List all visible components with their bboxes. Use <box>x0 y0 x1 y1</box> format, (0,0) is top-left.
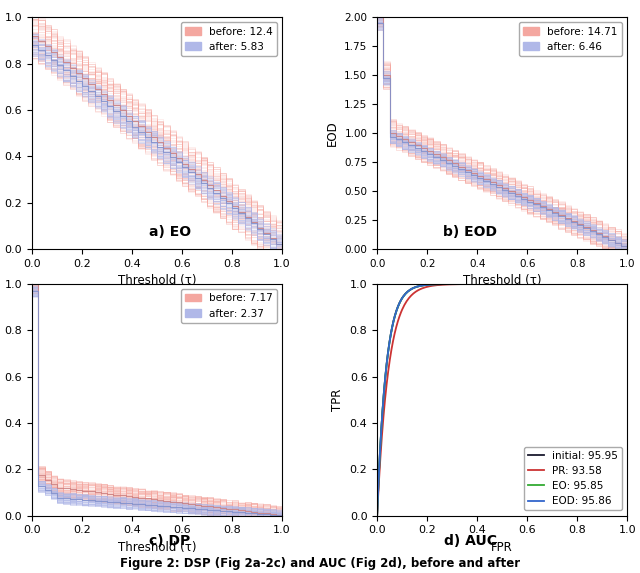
PR: 93.58: (0.489, 1): 93.58: (0.489, 1) <box>495 281 503 288</box>
PR: 93.58: (0.172, 0.977): 93.58: (0.172, 0.977) <box>417 286 424 293</box>
Line: EO: 95.85: EO: 95.85 <box>377 284 627 516</box>
Text: d) AUC: d) AUC <box>444 535 497 548</box>
PR: 93.58: (1, 1): 93.58: (1, 1) <box>623 281 631 288</box>
PR: 93.58: (0.272, 0.997): 93.58: (0.272, 0.997) <box>441 281 449 288</box>
X-axis label: Threshold (τ): Threshold (τ) <box>463 274 541 287</box>
EOD: 95.86: (0.489, 1): 95.86: (0.489, 1) <box>495 281 503 288</box>
Line: EOD: 95.86: EOD: 95.86 <box>377 284 627 516</box>
PR: 93.58: (0.0509, 0.674): 93.58: (0.0509, 0.674) <box>386 356 394 363</box>
initial: 95.95: (0.272, 1): 95.95: (0.272, 1) <box>441 281 449 288</box>
initial: 95.95: (0.489, 1): 95.95: (0.489, 1) <box>495 281 503 288</box>
Line: PR: 93.58: PR: 93.58 <box>377 284 627 516</box>
EO: 95.85: (1, 1): 95.85: (1, 1) <box>623 281 631 288</box>
PR: 93.58: (0.0645, 0.758): 93.58: (0.0645, 0.758) <box>389 336 397 343</box>
EOD: 95.86: (0.0791, 0.89): 95.86: (0.0791, 0.89) <box>393 306 401 313</box>
Text: Figure 2: DSP (Fig 2a-2c) and AUC (Fig 2d), before and after: Figure 2: DSP (Fig 2a-2c) and AUC (Fig 2… <box>120 557 520 570</box>
initial: 95.95: (0.0791, 0.891): 95.95: (0.0791, 0.891) <box>393 306 401 313</box>
PR: 93.58: (0, 0): 93.58: (0, 0) <box>373 512 381 519</box>
EO: 95.85: (0.172, 0.992): 95.85: (0.172, 0.992) <box>417 282 424 289</box>
EOD: 95.86: (0.172, 0.992): 95.86: (0.172, 0.992) <box>417 282 424 289</box>
initial: 95.95: (0.0645, 0.836): 95.95: (0.0645, 0.836) <box>389 319 397 325</box>
initial: 95.95: (1, 1): 95.95: (1, 1) <box>623 281 631 288</box>
Legend: before: 12.4, after: 5.83: before: 12.4, after: 5.83 <box>181 22 277 56</box>
EOD: 95.86: (0, 0): 95.86: (0, 0) <box>373 512 381 519</box>
Text: c) DP: c) DP <box>149 535 190 548</box>
X-axis label: Threshold (τ): Threshold (τ) <box>118 541 196 554</box>
Legend: before: 7.17, after: 2.37: before: 7.17, after: 2.37 <box>181 289 277 323</box>
Text: a) EO: a) EO <box>148 225 191 239</box>
PR: 93.58: (0.0791, 0.824): 93.58: (0.0791, 0.824) <box>393 321 401 328</box>
EO: 95.85: (0.489, 1): 95.85: (0.489, 1) <box>495 281 503 288</box>
X-axis label: FPR: FPR <box>492 541 513 554</box>
EOD: 95.86: (0.0509, 0.758): 95.86: (0.0509, 0.758) <box>386 336 394 343</box>
EO: 95.85: (0.0791, 0.889): 95.85: (0.0791, 0.889) <box>393 306 401 313</box>
Y-axis label: EOD: EOD <box>326 120 339 146</box>
initial: 95.95: (0.172, 0.992): 95.95: (0.172, 0.992) <box>417 282 424 289</box>
Text: b) EOD: b) EOD <box>444 225 497 239</box>
EO: 95.85: (0.0645, 0.834): 95.85: (0.0645, 0.834) <box>389 319 397 326</box>
Legend: initial: 95.95, PR: 93.58, EO: 95.85, EOD: 95.86: initial: 95.95, PR: 93.58, EO: 95.85, EO… <box>524 446 622 511</box>
Legend: before: 14.71, after: 6.46: before: 14.71, after: 6.46 <box>519 22 622 56</box>
initial: 95.95: (0, 0): 95.95: (0, 0) <box>373 512 381 519</box>
EOD: 95.86: (0.272, 0.999): 95.86: (0.272, 0.999) <box>441 281 449 288</box>
EO: 95.85: (0, 0): 95.85: (0, 0) <box>373 512 381 519</box>
Line: initial: 95.95: initial: 95.95 <box>377 284 627 516</box>
EOD: 95.86: (1, 1): 95.86: (1, 1) <box>623 281 631 288</box>
X-axis label: Threshold (τ): Threshold (τ) <box>118 274 196 287</box>
EOD: 95.86: (0.0645, 0.835): 95.86: (0.0645, 0.835) <box>389 319 397 325</box>
initial: 95.95: (0.0509, 0.76): 95.95: (0.0509, 0.76) <box>386 336 394 343</box>
EO: 95.85: (0.272, 0.999): 95.85: (0.272, 0.999) <box>441 281 449 288</box>
EO: 95.85: (0.0509, 0.757): 95.85: (0.0509, 0.757) <box>386 337 394 344</box>
Y-axis label: TPR: TPR <box>331 388 344 411</box>
